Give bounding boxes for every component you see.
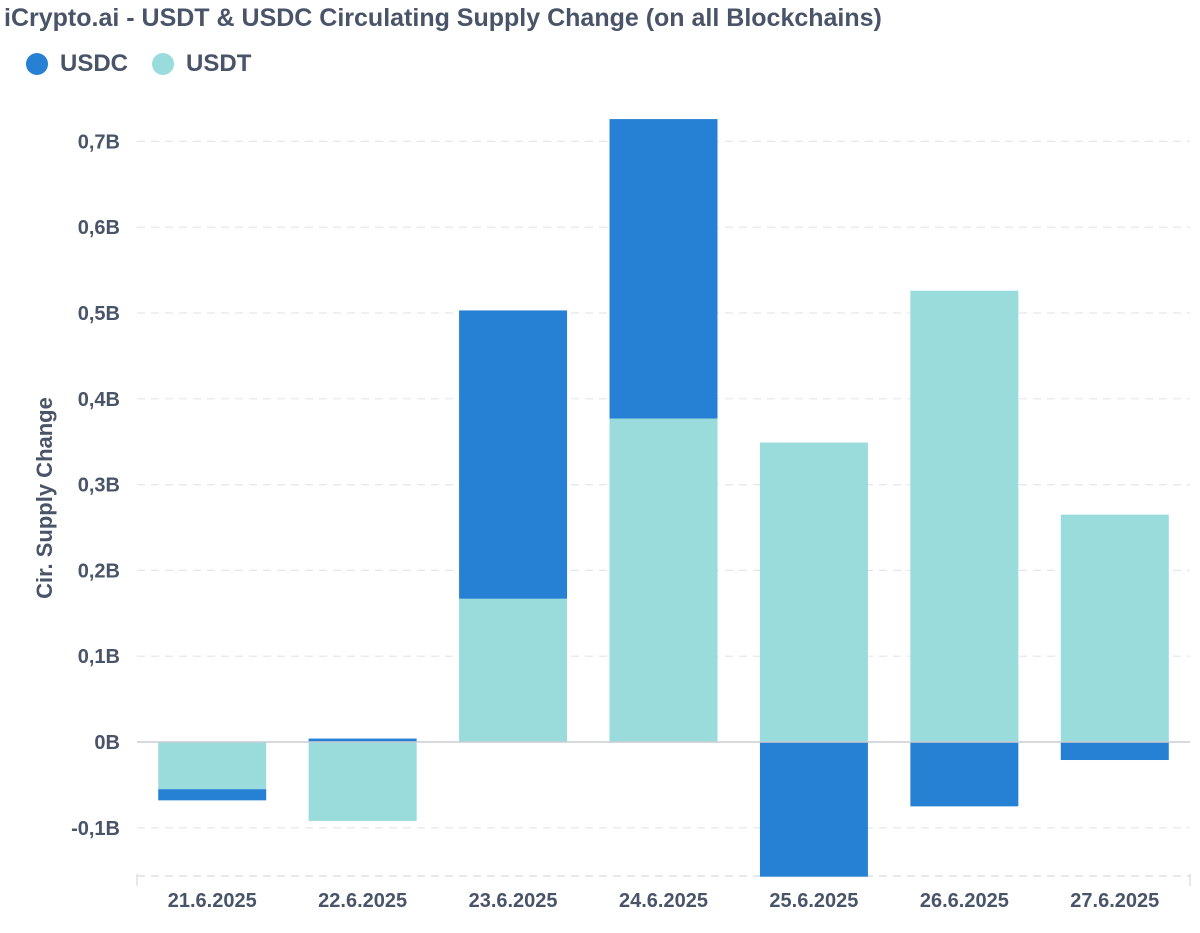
legend-item-usdt[interactable]: USDT xyxy=(152,50,251,78)
legend-marker-usdt xyxy=(152,53,175,75)
y-tick-label: 0B xyxy=(94,732,120,754)
y-tick-label: 0,1B xyxy=(78,646,120,668)
bar-usdc xyxy=(158,789,267,801)
y-tick-label: -0,1B xyxy=(71,818,120,840)
x-tick-label: 23.6.2025 xyxy=(469,890,558,912)
bar-usdt xyxy=(1060,514,1169,742)
bar-usdc xyxy=(759,742,868,877)
y-tick-label: 0,7B xyxy=(78,131,120,153)
legend-marker-usdc xyxy=(26,53,48,75)
bar-usdt xyxy=(459,598,568,742)
y-axis-label: Cir. Supply Change xyxy=(32,397,57,599)
y-tick-label: 0,5B xyxy=(78,303,120,325)
bar-usdc xyxy=(459,310,568,599)
x-tick-label: 27.6.2025 xyxy=(1070,890,1159,912)
x-tick-label: 22.6.2025 xyxy=(318,890,407,912)
bar-usdc xyxy=(308,738,417,742)
y-tick-label: 0,6B xyxy=(78,217,120,239)
chart-title: iCrypto.ai - USDT & USDC Circulating Sup… xyxy=(4,4,882,32)
bar-usdt xyxy=(609,418,718,742)
legend: USDC USDT xyxy=(26,50,275,78)
x-tick-label: 26.6.2025 xyxy=(920,890,1009,912)
x-tick-label: 24.6.2025 xyxy=(619,890,708,912)
bar-usdt xyxy=(759,442,868,742)
legend-label-usdc: USDC xyxy=(60,50,129,77)
y-tick-label: 0,3B xyxy=(78,475,120,497)
bar-usdt xyxy=(910,290,1019,742)
legend-label-usdt: USDT xyxy=(186,50,252,77)
bar-usdt xyxy=(158,742,267,790)
bar-usdc xyxy=(910,742,1019,807)
bar-usdc xyxy=(1060,742,1169,761)
legend-item-usdc[interactable]: USDC xyxy=(26,50,128,78)
x-tick-label: 25.6.2025 xyxy=(769,890,858,912)
y-tick-label: 0,4B xyxy=(78,389,120,411)
x-tick-label: 21.6.2025 xyxy=(168,890,257,912)
bar-usdc xyxy=(609,119,718,419)
y-tick-label: 0,2B xyxy=(78,560,120,582)
bar-usdt xyxy=(308,742,417,821)
